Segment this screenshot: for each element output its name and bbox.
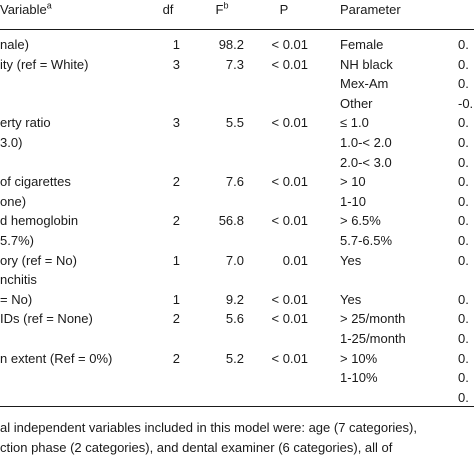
cell-f: 7.0	[225, 252, 244, 268]
cell-variable: ory (ref = No)	[0, 252, 77, 268]
cell-f: 56.8	[218, 213, 244, 229]
cell-est: 0.	[458, 76, 469, 92]
cell-parameter: > 10%	[340, 350, 378, 366]
cell-variable: nale)	[0, 37, 29, 52]
cell-est: 0.	[458, 233, 469, 248]
cell-est: 0.	[458, 311, 469, 327]
header-rule	[0, 29, 474, 30]
cell-f: 5.6	[225, 311, 244, 327]
cell-est: 0.	[458, 174, 469, 190]
cell-f: 5.5	[225, 115, 244, 131]
cell-parameter: Other	[340, 95, 373, 111]
cell-parameter: 1.0-< 2.0	[340, 135, 392, 150]
cell-df: 2	[172, 213, 180, 229]
cell-parameter: > 25/month	[340, 311, 406, 327]
cell-df: 3	[172, 115, 180, 131]
header-f: Fb	[215, 0, 229, 17]
cell-parameter: > 10	[340, 174, 366, 190]
header-parameter: Parameter	[340, 2, 401, 17]
cell-f: 7.3	[225, 56, 244, 72]
cell-variable: erty ratio	[0, 115, 51, 131]
cell-variable: n extent (Ref = 0%)	[0, 350, 113, 366]
cell-p: < 0.01	[271, 115, 308, 131]
header-p: P	[279, 2, 289, 17]
cell-est: -0.	[458, 95, 474, 111]
cell-parameter: ≤ 1.0	[340, 115, 369, 131]
cell-est: 0.	[458, 213, 469, 229]
cell-est: 0.	[458, 115, 469, 131]
bottom-rule	[0, 406, 474, 407]
cell-variable: of cigarettes	[0, 174, 71, 190]
cell-est: 0.	[458, 135, 469, 150]
cell-parameter: 5.7-6.5%	[340, 233, 393, 248]
cell-parameter: > 6.5%	[340, 213, 381, 229]
header-variable: Variablea	[0, 0, 52, 17]
cell-est: 0.	[458, 37, 469, 52]
cell-est: 0.	[458, 291, 469, 307]
cell-parameter: Yes	[340, 252, 362, 268]
cell-p: < 0.01	[271, 311, 308, 327]
cell-parameter: 1-10	[340, 193, 367, 209]
header-df: df	[162, 2, 174, 17]
cell-df: 2	[172, 350, 180, 366]
cell-df: 2	[172, 174, 180, 190]
cell-p: < 0.01	[271, 174, 308, 190]
cell-f: 5.2	[225, 350, 244, 366]
cell-parameter: NH black	[340, 56, 393, 72]
cell-variable: d hemoglobin	[0, 213, 79, 229]
cell-parameter: Yes	[340, 291, 362, 307]
cell-df: 3	[172, 56, 180, 72]
cell-p: < 0.01	[271, 56, 308, 72]
cell-df: 2	[172, 311, 180, 327]
cell-variable: 3.0)	[0, 135, 23, 150]
cell-est: 0.	[458, 56, 469, 72]
cell-p: < 0.01	[271, 291, 308, 307]
cell-variable: ity (ref = White)	[0, 56, 89, 72]
cell-p: < 0.01	[271, 350, 308, 366]
cell-parameter: 1-10%	[340, 370, 378, 386]
footnote-line-2: ction phase (2 categories), and dental e…	[0, 440, 393, 455]
cell-parameter: Mex-Am	[340, 76, 389, 92]
cell-df: 1	[172, 37, 180, 52]
cell-parameter: Female	[340, 37, 384, 52]
cell-f: 9.2	[225, 291, 244, 307]
cell-df: 1	[172, 291, 180, 307]
cell-variable: = No)	[0, 291, 33, 307]
cell-variable: nchitis	[0, 272, 37, 288]
cell-df: 1	[172, 252, 180, 268]
cell-variable: 5.7%)	[0, 233, 34, 248]
cell-parameter: 1-25/month	[340, 331, 406, 346]
cell-est: 0.	[458, 331, 469, 346]
cell-est: 0.	[458, 154, 469, 170]
cell-variable: IDs (ref = None)	[0, 311, 93, 327]
cell-variable: one)	[0, 193, 27, 209]
cell-est: 0.	[458, 252, 469, 268]
footnote-line-1: al independent variables included in thi…	[0, 420, 417, 435]
cell-f: 7.6	[225, 174, 244, 190]
cell-est: 0.	[458, 370, 469, 386]
cell-est: 0.	[458, 193, 469, 209]
cell-p: 0.01	[282, 252, 308, 268]
cell-parameter: 2.0-< 3.0	[340, 154, 392, 170]
cell-est: 0.	[458, 389, 469, 405]
cell-est: 0.	[458, 350, 469, 366]
cell-f: 98.2	[218, 37, 244, 52]
cell-p: < 0.01	[271, 213, 308, 229]
cell-p: < 0.01	[271, 37, 308, 52]
